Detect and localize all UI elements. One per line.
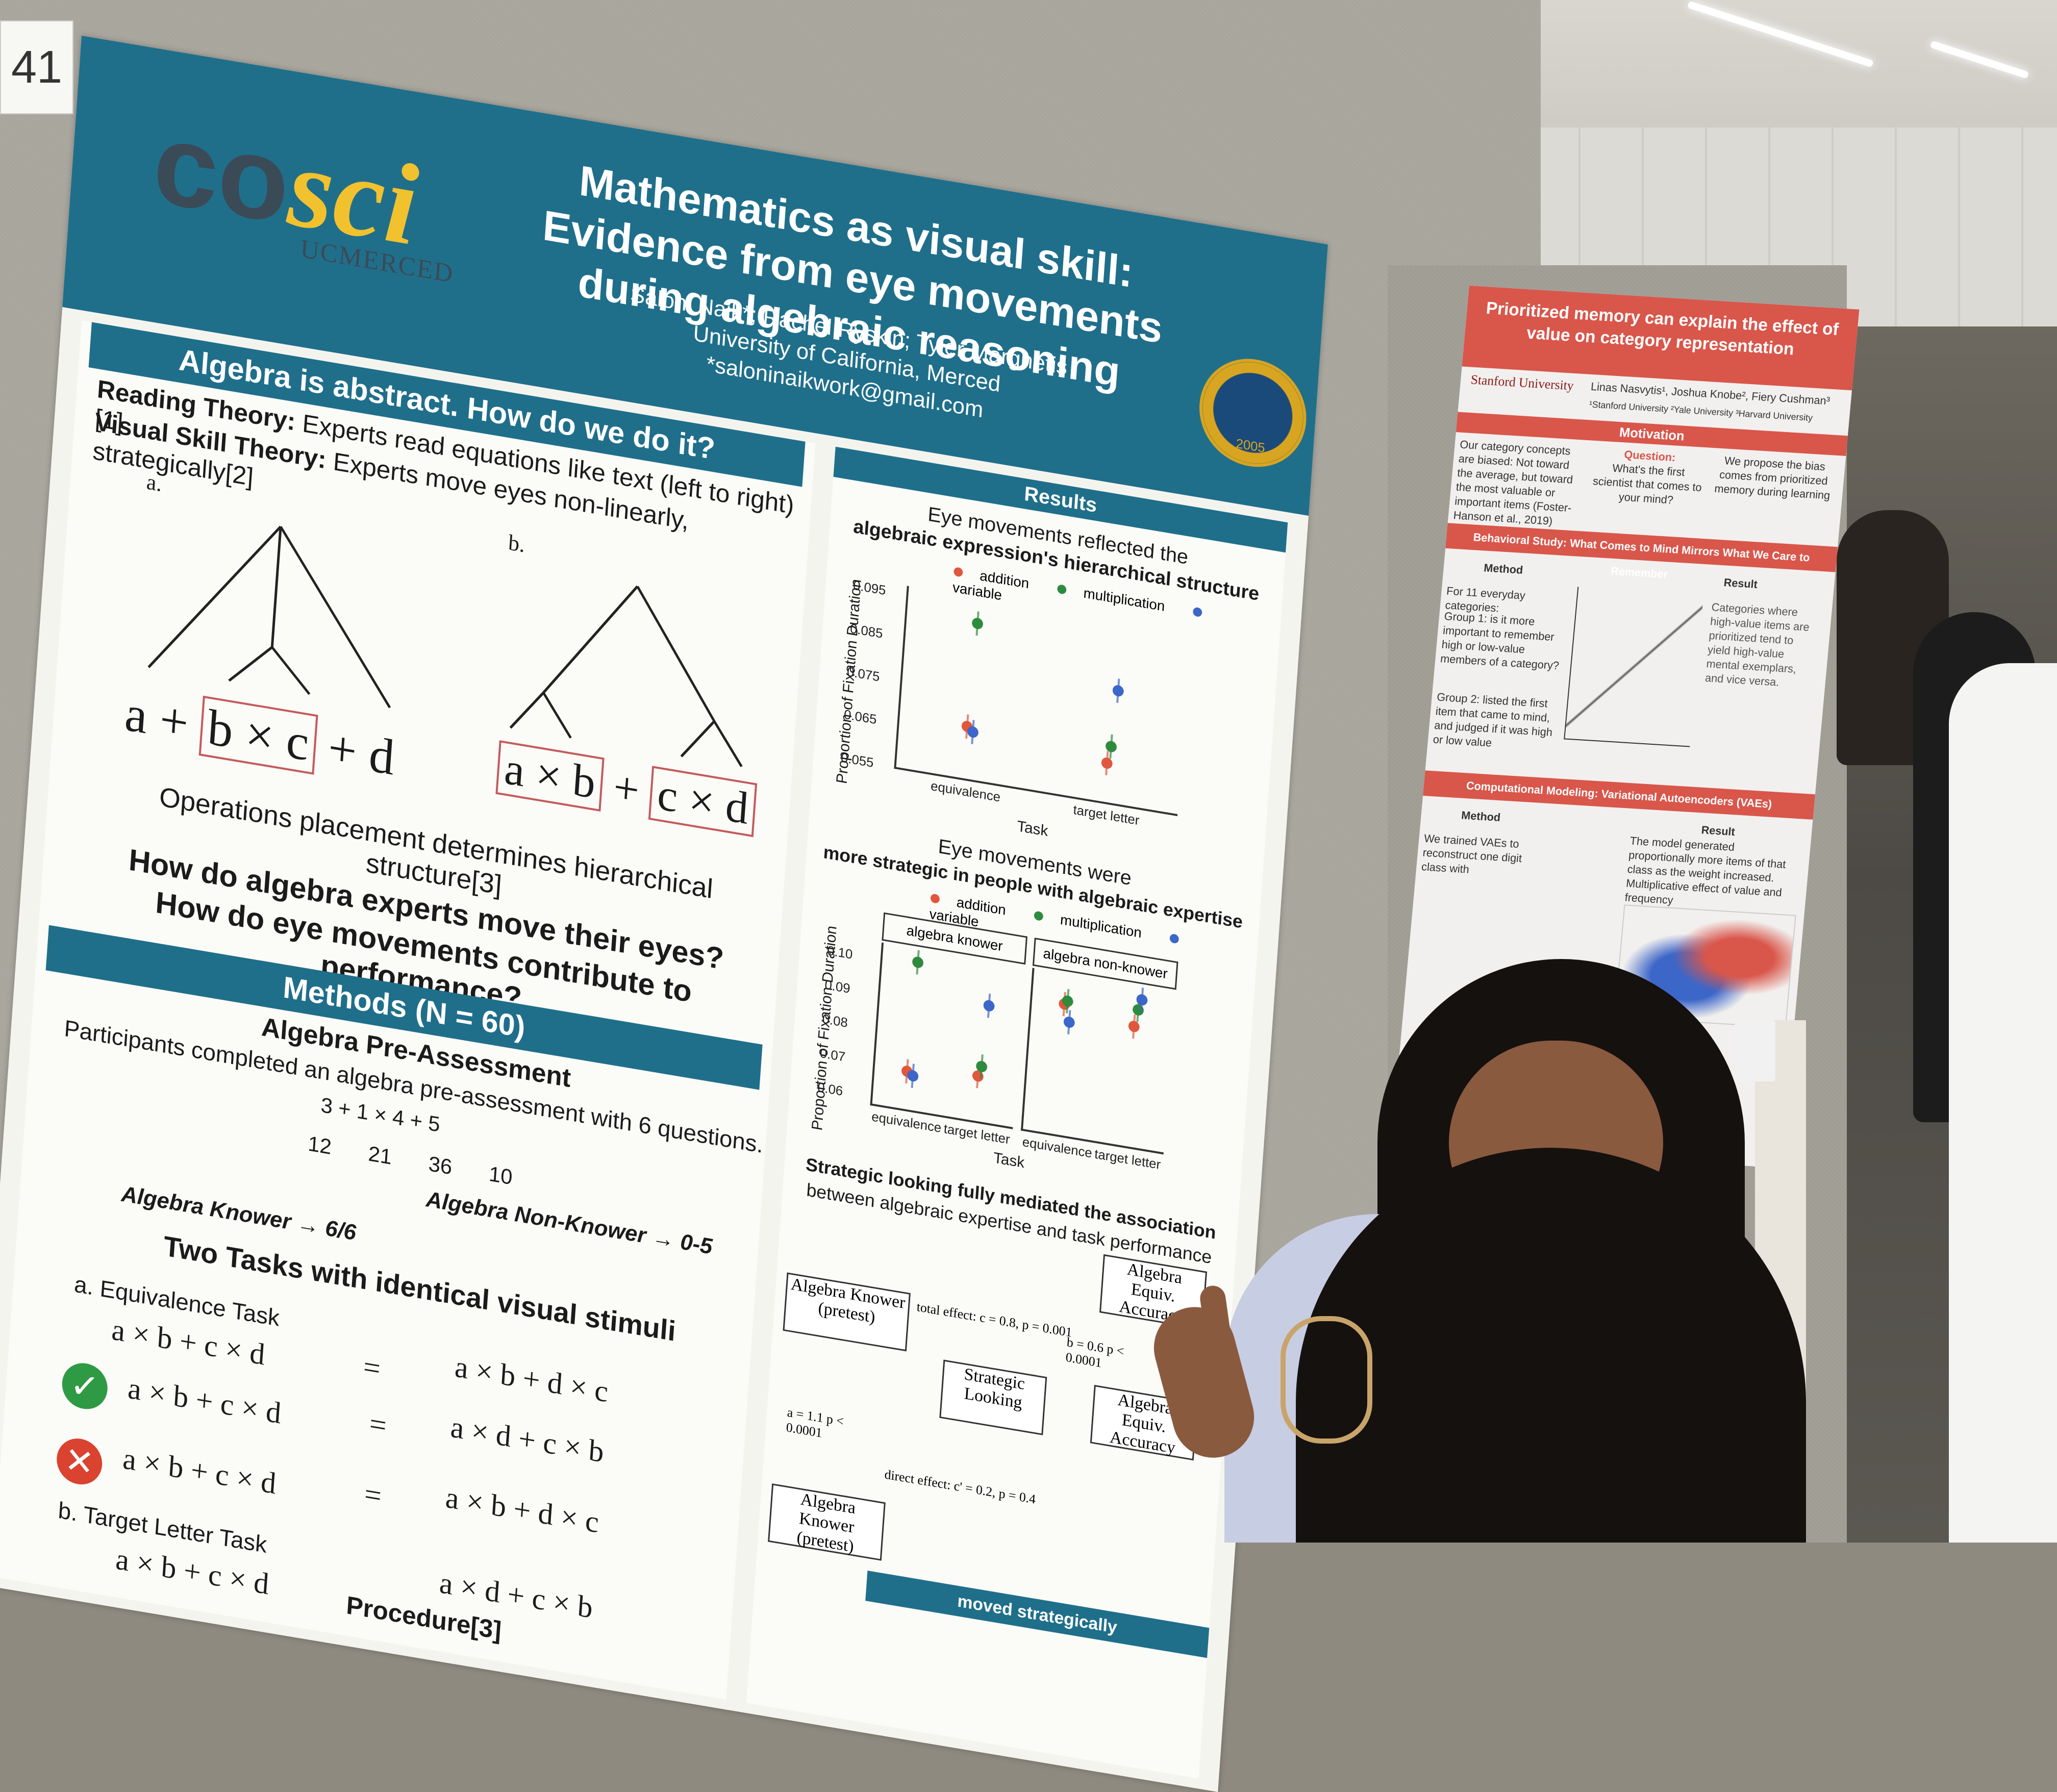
tree-diagram-a: [147, 525, 391, 709]
left-column: Algebra is abstract. How do we do it? Re…: [0, 320, 816, 1700]
comp-method: Method: [1461, 809, 1501, 824]
behav-result: Result: [1723, 576, 1759, 591]
eq-right-1: a × b + d × c: [454, 1349, 610, 1409]
visitor-hair: [1296, 1148, 1806, 1543]
x-tick-label: target letter: [1072, 801, 1140, 828]
choice-4: 10: [488, 1162, 514, 1190]
x-tick-label: target letter: [943, 1121, 1011, 1147]
chart2-xlabel: Task: [993, 1149, 1025, 1172]
chart2-nonknower-plot: equivalence target letter: [1020, 968, 1175, 1172]
total-effect: total effect: c = 0.8, p = 0.001: [916, 1299, 1073, 1340]
behav-method: Method: [1483, 561, 1524, 576]
direct-effect: direct effect: c' = 0.2, p = 0.4: [884, 1467, 1036, 1507]
comp-m-text: We trained VAEs to reconstruct one digit…: [1421, 831, 1523, 876]
panel-b-label: b.: [507, 529, 526, 558]
eq-left-2: a × b + c × d: [127, 1371, 283, 1430]
eq-right-3: a × b + d × c: [444, 1480, 600, 1539]
main-poster: cosci UCMERCED Mathematics as visual ski…: [0, 36, 1328, 1792]
choice-3: 36: [428, 1151, 453, 1179]
eq-sign-1: =: [362, 1349, 382, 1386]
mediation-x: Algebra Knower (pretest): [783, 1272, 911, 1352]
x-tick-label: equivalence: [871, 1108, 942, 1135]
cross-icon: ✕: [55, 1435, 104, 1488]
motivation-text: Our category concepts are biased: Not to…: [1452, 438, 1574, 527]
eq-sign-3: =: [363, 1477, 383, 1513]
person-white-shirt: [1949, 663, 2057, 1543]
panel-a-label: a.: [145, 469, 163, 497]
motivation-question: Question: What's the first scientist tha…: [1592, 448, 1702, 507]
choice-1: 12: [307, 1131, 333, 1159]
booth-number: 41: [0, 20, 73, 114]
a-path: a = 1.1 p < 0.0001: [785, 1404, 844, 1441]
behav-res-text: Categories where high-value items are pr…: [1704, 600, 1810, 689]
eq-right-2: a × d + c × b: [449, 1410, 605, 1469]
eq-left-3: a × b + c × d: [121, 1441, 278, 1501]
visitor-glasses: [1281, 1316, 1372, 1444]
eq-sign-2: =: [368, 1406, 388, 1443]
behav-scatter: [1564, 587, 1704, 747]
behav-g2: Group 2: listed the first item that came…: [1432, 690, 1553, 749]
chart2-knower-plot: 0.06 0.07 0.08 0.09 0.10 equivalence target le…: [817, 942, 1024, 1147]
comp-result: Result: [1700, 823, 1736, 839]
tree-diagram-b: [509, 585, 743, 767]
mediation-x-bottom: Algebra Knower (pretest): [768, 1483, 886, 1561]
results-column: Results Eye movements reflected the alge…: [746, 446, 1288, 1779]
comp-r-text: The model generated proportionally more …: [1624, 834, 1787, 907]
motivation-proposal: We propose the bias comes from prioritiz…: [1714, 454, 1831, 502]
x-tick-label: equivalence: [1021, 1134, 1093, 1161]
x-tick-label: equivalence: [930, 778, 1001, 805]
behav-g1: Group 1: is it more important to remembe…: [1440, 610, 1560, 672]
paper-cup: [1735, 1020, 1775, 1081]
b-path: b = 0.6 p < 0.0001: [1065, 1334, 1125, 1371]
bottom-band: moved strategically: [865, 1571, 1210, 1658]
choice-2: 21: [367, 1141, 393, 1169]
stanford-logo: Stanford University: [1470, 372, 1574, 393]
chart1-xlabel: Task: [1016, 818, 1049, 840]
mediation-m: Strategic Looking: [939, 1359, 1047, 1435]
check-icon: ✓: [60, 1359, 109, 1413]
x-tick-label: target letter: [1094, 1146, 1162, 1172]
non-knower-rule: Algebra Non-Knower → 0-5: [425, 1187, 713, 1259]
